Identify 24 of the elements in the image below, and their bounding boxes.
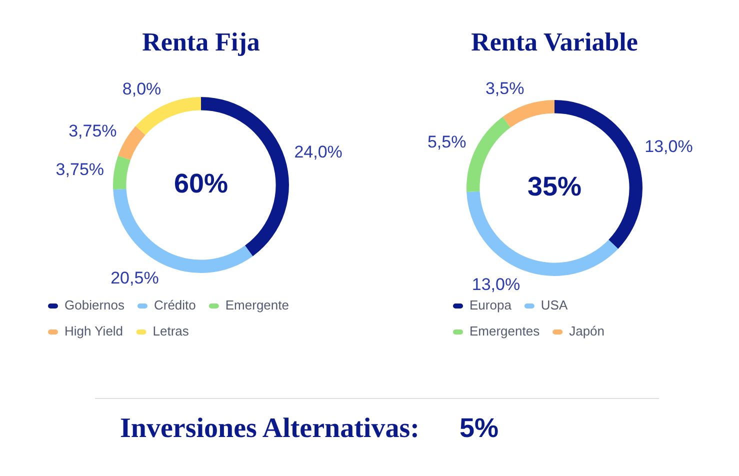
- legend-label: USA: [540, 298, 568, 313]
- legend-label: Letras: [152, 324, 190, 339]
- text: 35%: [527, 171, 582, 202]
- text: 5%: [459, 413, 498, 444]
- chart-title: Renta Fija: [142, 27, 260, 56]
- data-label: 13,0%: [644, 136, 693, 156]
- data-label: 3,75%: [56, 160, 104, 179]
- legend-label: Crédito: [154, 298, 196, 313]
- data-label: 5,5%: [427, 132, 466, 152]
- text: 60%: [174, 168, 228, 198]
- data-label: 13,0%: [472, 275, 520, 294]
- legend-label: Gobiernos: [64, 298, 125, 313]
- data-label: 24,0%: [294, 142, 342, 162]
- data-label: 8,0%: [122, 80, 162, 99]
- data-label: 3,5%: [485, 78, 524, 98]
- legend-label: Japón: [569, 324, 605, 339]
- chart-title: Renta Variable: [471, 27, 638, 56]
- legend-label: Emergentes: [470, 324, 540, 339]
- legend-label: Emergente: [225, 298, 289, 313]
- data-label: 20,5%: [110, 268, 159, 288]
- legend-label: Europa: [470, 298, 512, 313]
- text: Inversiones Alternativas:: [120, 413, 420, 445]
- legend-label: High Yield: [64, 324, 124, 339]
- data-label: 3,75%: [68, 122, 117, 141]
